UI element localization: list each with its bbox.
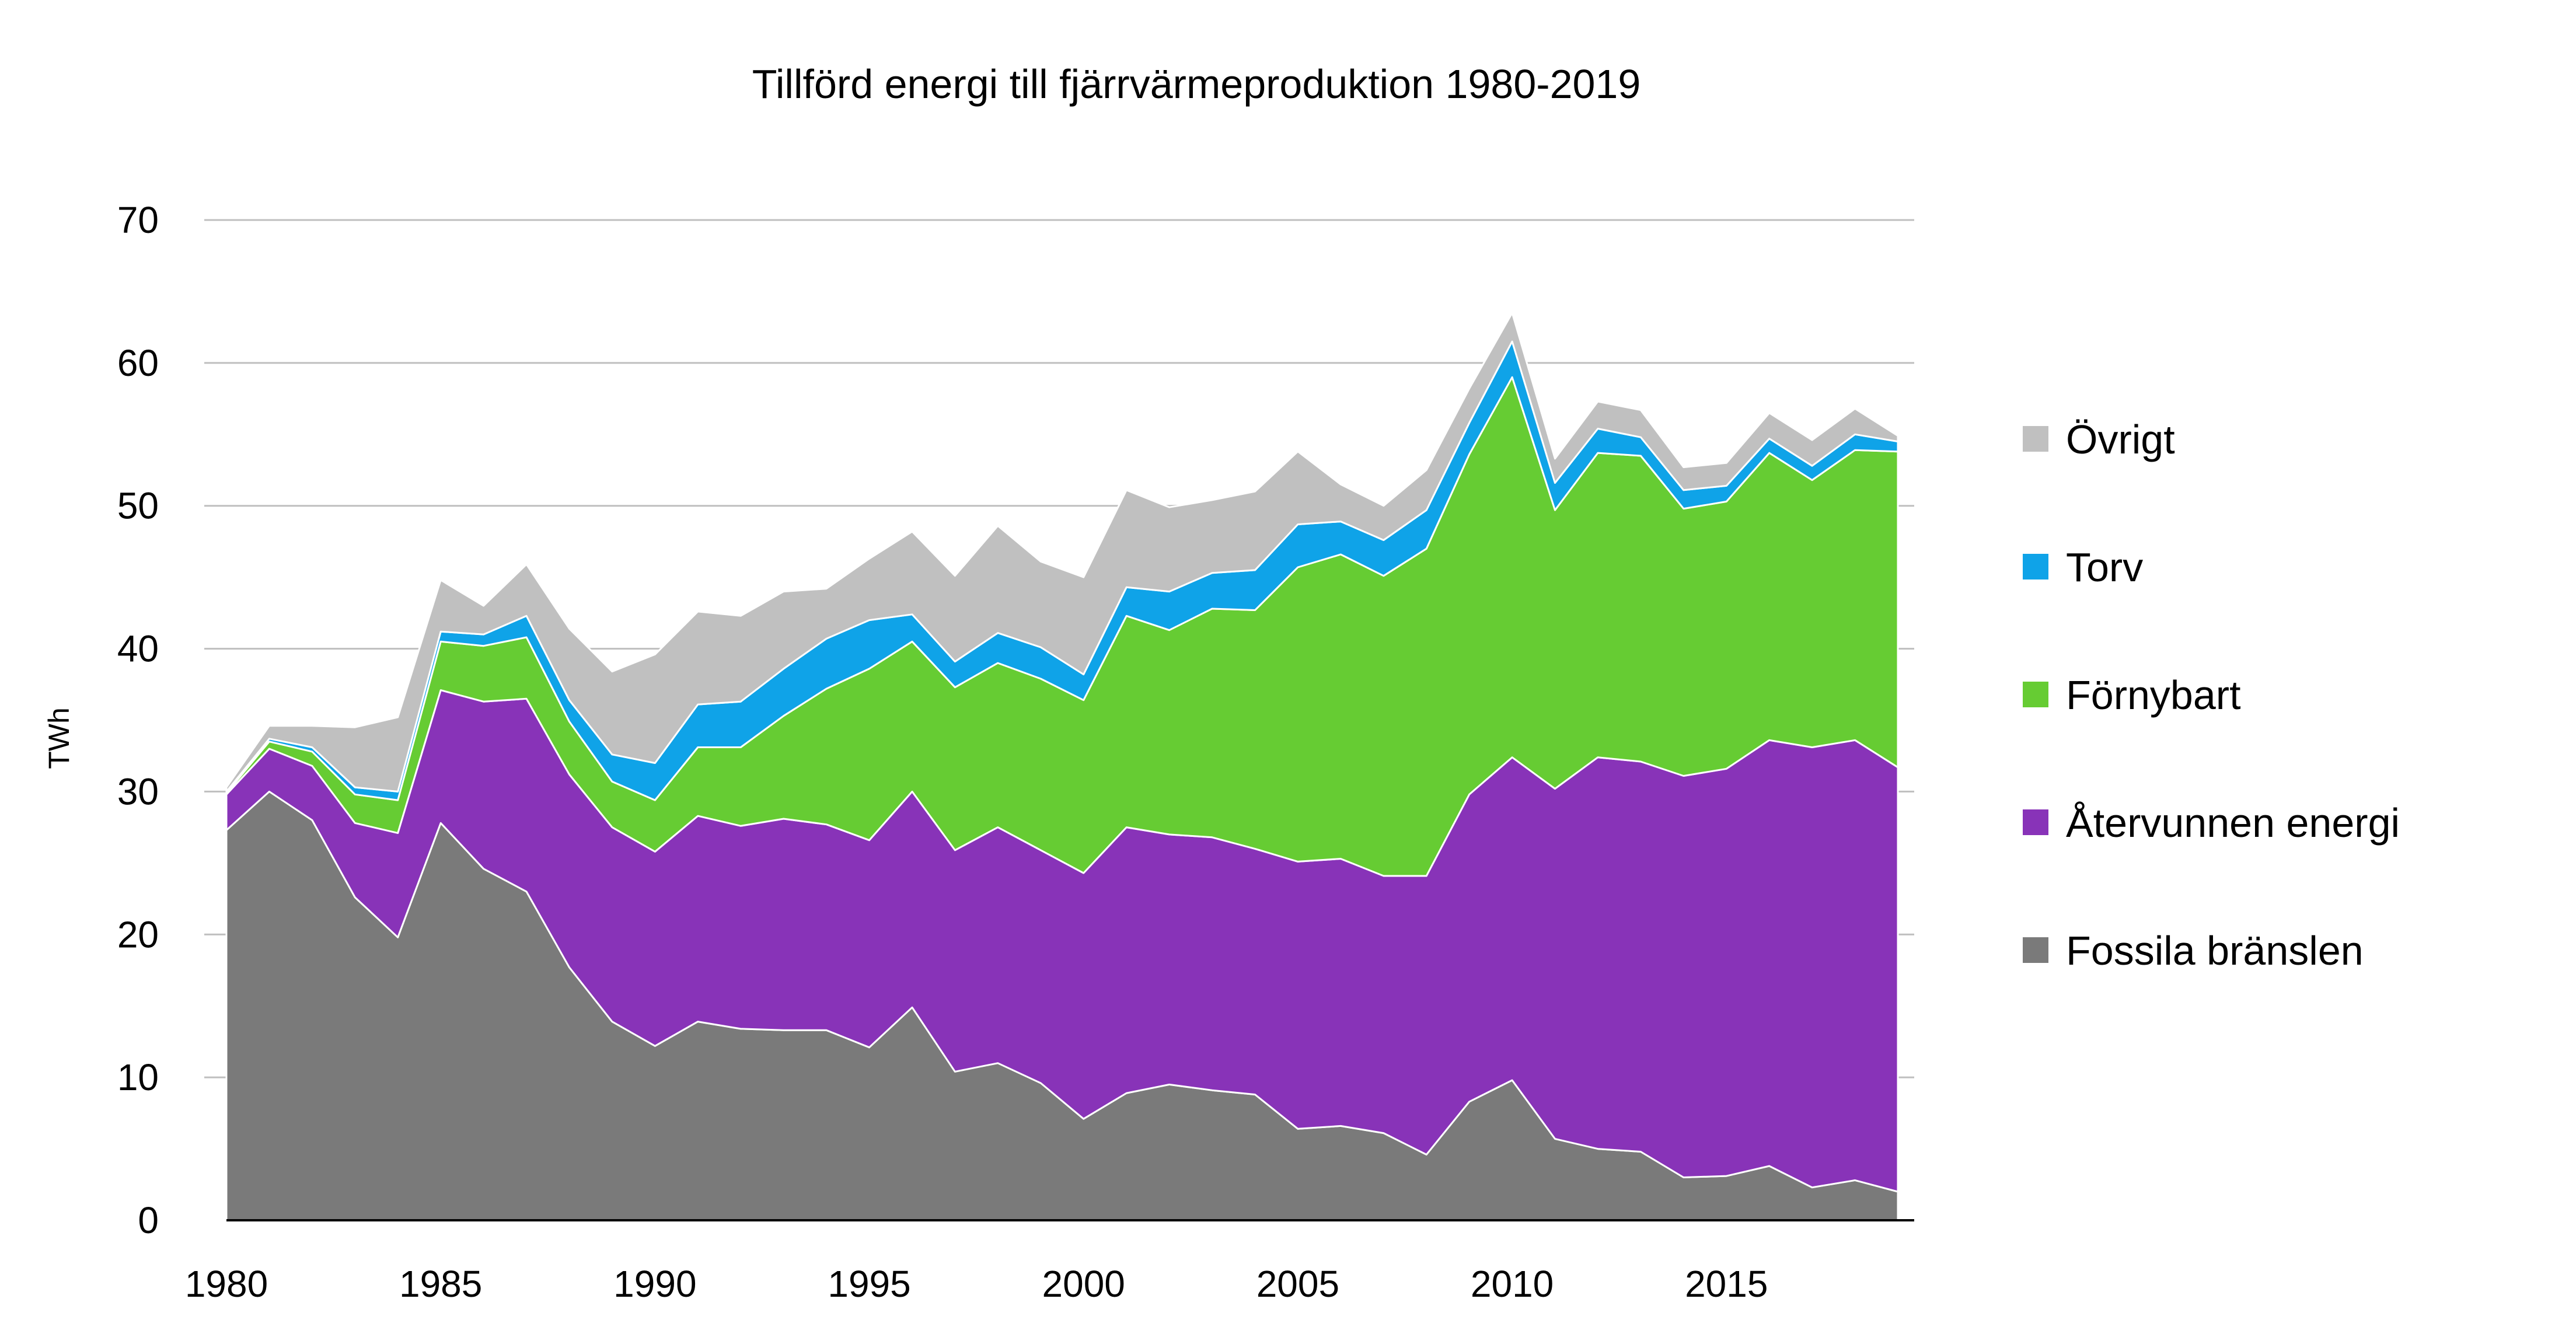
y-tick-label: 40 [117, 628, 159, 670]
legend-label: Fossila bränslen [2066, 928, 2364, 973]
legend-swatch [2023, 937, 2048, 963]
x-tick-label: 2015 [1685, 1263, 1768, 1305]
y-tick-label: 70 [117, 199, 159, 241]
chart-title: Tillförd energi till fjärrvärmeproduktio… [752, 61, 1641, 107]
legend-swatch [2023, 426, 2048, 452]
x-tick-labels: 1980 1985 1990 1995 2000 2005 2010 2015 [185, 1263, 1768, 1305]
legend-swatch [2023, 809, 2048, 835]
y-tick-label: 10 [117, 1056, 159, 1098]
legend-label: Förnybart [2066, 672, 2241, 718]
y-tick-label: 0 [138, 1199, 159, 1241]
legend: Övrigt Torv Förnybart Återvunnen energi Foss… [2023, 417, 2400, 973]
legend-swatch [2023, 682, 2048, 707]
x-tick-label: 2010 [1471, 1263, 1554, 1305]
x-tick-label: 1995 [828, 1263, 910, 1305]
x-tick-label: 1990 [613, 1263, 696, 1305]
x-tick-label: 2005 [1256, 1263, 1339, 1305]
legend-label: Övrigt [2066, 417, 2175, 462]
legend-label: Torv [2066, 544, 2143, 590]
legend-swatch [2023, 554, 2048, 580]
area-series-5 [225, 312, 1899, 793]
y-tick-labels: 0 10 20 30 40 50 60 70 [117, 199, 159, 1241]
y-tick-label: 30 [117, 770, 159, 812]
y-tick-label: 50 [117, 485, 159, 527]
x-tick-label: 1985 [399, 1263, 482, 1305]
legend-label: Återvunnen energi [2066, 800, 2400, 846]
x-tick-label: 1980 [185, 1263, 268, 1305]
y-axis-label: TWh [43, 707, 75, 769]
series-areas [225, 312, 1899, 1221]
x-tick-label: 2000 [1042, 1263, 1125, 1305]
y-tick-label: 20 [117, 913, 159, 955]
y-tick-label: 60 [117, 342, 159, 384]
